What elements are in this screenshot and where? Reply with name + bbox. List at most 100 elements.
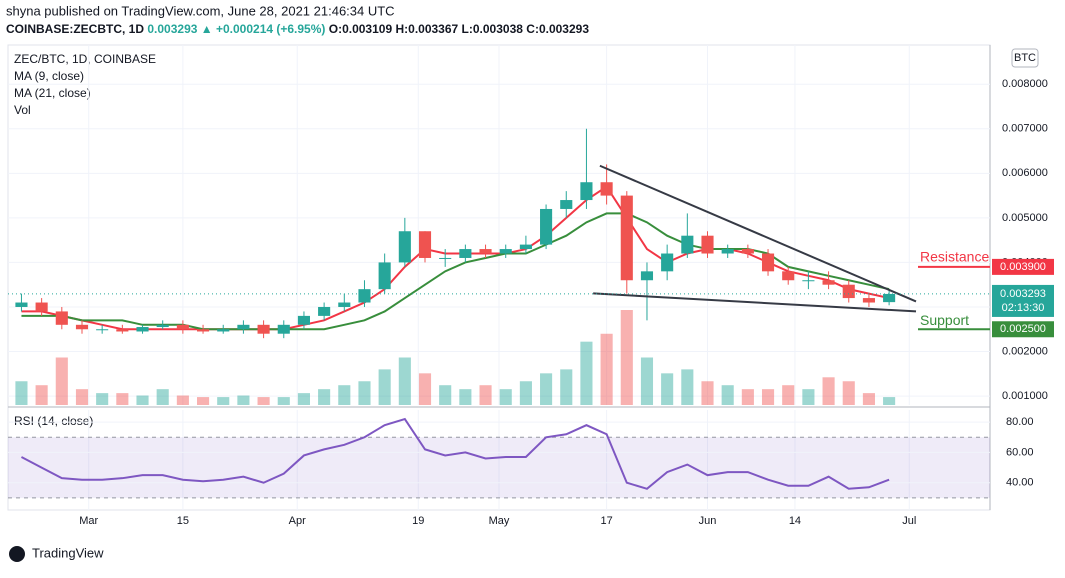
volume-bar <box>297 393 310 405</box>
x-tick-label: 17 <box>600 515 612 527</box>
chart-title: ZEC/BTC, 1D, COINBASE <box>14 52 156 66</box>
open: O:0.003109 <box>329 22 393 36</box>
last: 0.003293 <box>147 22 197 36</box>
candle-body <box>681 235 694 254</box>
candle-body <box>55 311 68 325</box>
x-tick-label: May <box>489 515 510 527</box>
y-tick-label: 0.007000 <box>1002 123 1048 135</box>
volume-bar <box>156 389 169 405</box>
y-tick-label: 0.005000 <box>1002 212 1048 224</box>
candle-body <box>318 306 331 316</box>
rsi-tick-label: 80.00 <box>1006 416 1034 428</box>
rsi-tick-label: 60.00 <box>1006 446 1034 458</box>
volume-bar <box>116 393 129 405</box>
author-line: shyna published on TradingView.com, June… <box>6 3 395 18</box>
candle-body <box>883 293 896 303</box>
candle-body <box>580 182 593 201</box>
level-label: Support <box>920 312 969 328</box>
last-price-value: 0.003293 <box>1000 288 1046 300</box>
trendline <box>593 292 917 313</box>
y-tick-label: 0.001000 <box>1002 390 1048 402</box>
brand-logo <box>9 546 25 562</box>
header-ohlc: COINBASE:ZECBTC, 1D 0.003293 ▲ +0.000214… <box>6 22 589 36</box>
x-tick-label: Mar <box>79 515 98 527</box>
candle-body <box>378 262 391 290</box>
volume-bar <box>479 385 492 405</box>
candle-body <box>217 329 230 332</box>
volume-bar <box>176 395 189 405</box>
volume-bar <box>197 397 210 405</box>
candle-body <box>862 298 875 303</box>
candle-body <box>237 324 250 330</box>
volume-bar <box>802 389 815 405</box>
volume-bar <box>398 357 411 405</box>
volume-bar <box>761 389 775 405</box>
x-tick-label: Jun <box>699 515 717 527</box>
symbol: COINBASE:ZECBTC, 1D <box>6 22 144 36</box>
candle-body <box>620 195 633 281</box>
level-badge <box>992 258 1054 275</box>
candle-body <box>277 324 290 334</box>
level-label: Resistance <box>920 249 989 265</box>
volume-bar <box>640 357 654 405</box>
rsi-tick-label: 40.00 <box>1006 477 1034 489</box>
candle-body <box>499 249 512 254</box>
volume-bar <box>338 385 351 405</box>
volume-bar <box>358 381 371 405</box>
level-value: 0.003900 <box>1000 261 1046 273</box>
candle-body <box>701 235 714 254</box>
volume-bar <box>842 381 855 405</box>
rsi-band <box>8 437 990 498</box>
candle-body <box>741 249 754 254</box>
high: H:0.003367 <box>395 22 458 36</box>
volume-bar <box>96 393 109 405</box>
candle-body <box>479 249 492 254</box>
candle-body <box>96 329 109 331</box>
volume-bar <box>499 389 512 405</box>
legend-ma9: MA (9, close) <box>14 69 84 83</box>
candle-body <box>560 200 573 209</box>
volume-bar <box>75 389 89 405</box>
y-tick-label: 0.006000 <box>1002 167 1048 179</box>
candle-body <box>600 182 613 196</box>
volume-bar <box>580 341 593 405</box>
candle-body <box>519 244 532 250</box>
candle-body <box>782 271 795 281</box>
candle-body <box>176 324 189 330</box>
candle-body <box>459 249 472 258</box>
candle-body <box>358 289 371 303</box>
volume-bar <box>822 377 835 405</box>
brand: TradingView <box>32 545 104 560</box>
volume-bar <box>540 373 553 405</box>
volume-bar <box>318 389 331 405</box>
volume-bar <box>600 333 613 405</box>
candle-body <box>439 257 452 259</box>
volume-bar <box>883 397 896 405</box>
candle-body <box>15 302 28 307</box>
level-value: 0.002500 <box>1000 323 1046 335</box>
legend-vol: Vol <box>14 103 31 117</box>
volume-bar <box>862 393 875 405</box>
x-tick-label: 15 <box>177 515 189 527</box>
trendline <box>599 164 917 303</box>
currency-badge <box>1011 48 1039 68</box>
x-tick-label: Jul <box>902 515 916 527</box>
volume-bar <box>277 397 290 405</box>
candle-body <box>197 329 210 332</box>
volume-bar <box>661 373 674 405</box>
volume-bar <box>782 385 795 405</box>
candle-body <box>35 302 48 312</box>
currency: BTC <box>1014 52 1036 64</box>
candle-body <box>398 231 411 263</box>
change: ▲ +0.000214 (+6.95%) <box>201 22 326 36</box>
volume-bar <box>519 381 532 405</box>
x-tick-label: 19 <box>412 515 424 527</box>
volume-bar <box>15 381 28 405</box>
y-tick-label: 0.008000 <box>1002 78 1048 90</box>
volume-bar <box>620 310 633 405</box>
countdown: 02:13:30 <box>1002 302 1045 314</box>
candle-body <box>136 327 149 332</box>
volume-bar <box>378 369 391 405</box>
candle-body <box>297 315 310 325</box>
